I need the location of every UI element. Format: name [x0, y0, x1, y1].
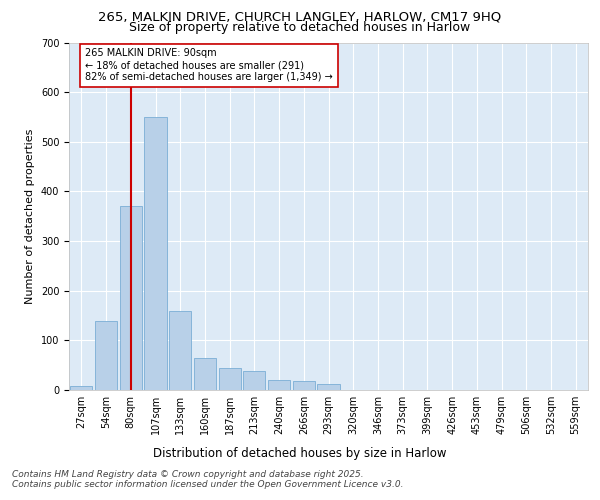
Bar — [194, 358, 216, 390]
Text: Size of property relative to detached houses in Harlow: Size of property relative to detached ho… — [130, 21, 470, 34]
Bar — [145, 117, 167, 390]
Bar — [268, 380, 290, 390]
Bar — [317, 384, 340, 390]
Text: 265, MALKIN DRIVE, CHURCH LANGLEY, HARLOW, CM17 9HQ: 265, MALKIN DRIVE, CHURCH LANGLEY, HARLO… — [98, 10, 502, 23]
Bar — [293, 381, 315, 390]
Text: 265 MALKIN DRIVE: 90sqm
← 18% of detached houses are smaller (291)
82% of semi-d: 265 MALKIN DRIVE: 90sqm ← 18% of detache… — [85, 48, 333, 82]
Bar — [169, 310, 191, 390]
Text: Contains public sector information licensed under the Open Government Licence v3: Contains public sector information licen… — [12, 480, 404, 489]
Bar — [218, 368, 241, 390]
Bar — [95, 320, 117, 390]
Text: Contains HM Land Registry data © Crown copyright and database right 2025.: Contains HM Land Registry data © Crown c… — [12, 470, 364, 479]
Bar — [243, 371, 265, 390]
Y-axis label: Number of detached properties: Number of detached properties — [25, 128, 35, 304]
Text: Distribution of detached houses by size in Harlow: Distribution of detached houses by size … — [153, 448, 447, 460]
Bar — [70, 386, 92, 390]
Bar — [119, 206, 142, 390]
